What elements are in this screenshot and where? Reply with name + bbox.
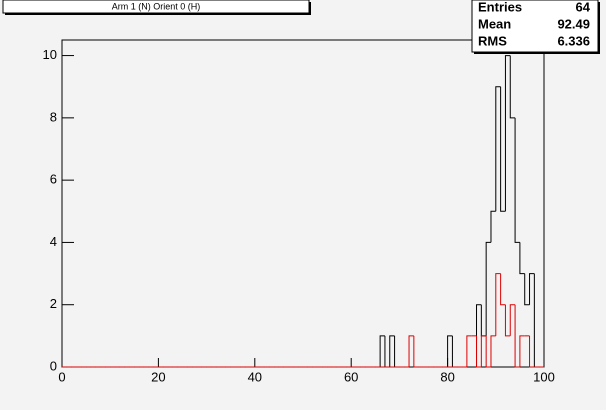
histogram-bin <box>529 335 535 368</box>
histogram-bin <box>519 335 525 367</box>
y-tick-label: 0 <box>50 358 57 373</box>
histogram-bin <box>447 335 453 367</box>
histogram-bin <box>480 335 487 367</box>
y-tick-label: 8 <box>50 109 57 124</box>
stats-label: Mean <box>478 16 511 31</box>
histogram-bin <box>485 335 491 368</box>
chart-title: Arm 1 (N) Orient 0 (H) <box>112 1 201 11</box>
histogram-bin <box>485 241 491 336</box>
stats-label: RMS <box>478 33 507 48</box>
histogram-bin <box>504 304 511 337</box>
x-tick-label: 100 <box>533 369 555 384</box>
histogram-bin <box>509 304 516 336</box>
histogram-bin <box>466 335 472 367</box>
histogram-bin <box>408 335 414 367</box>
histogram-bin <box>490 335 496 367</box>
y-tick-label: 2 <box>50 296 57 311</box>
x-tick-label: 60 <box>344 369 358 384</box>
histogram-bin <box>495 273 501 336</box>
histogram-bin <box>514 304 520 368</box>
x-tick-label: 20 <box>151 369 165 384</box>
histogram-bin <box>504 55 511 212</box>
stats-box <box>471 0 599 53</box>
histogram-bin <box>529 273 535 305</box>
y-tick-label: 10 <box>43 47 57 62</box>
histogram-bin <box>514 117 520 243</box>
title-box <box>2 0 310 14</box>
y-tick-label: 4 <box>50 234 57 249</box>
histogram-bin <box>495 86 501 212</box>
histogram-bin <box>500 273 506 306</box>
histogram-bin <box>476 335 482 368</box>
histogram-bin <box>379 335 385 367</box>
stats-value: 92.49 <box>557 16 590 31</box>
stats-label: Entries <box>478 0 522 14</box>
histogram-bin <box>500 86 506 212</box>
stats-value: 64 <box>576 0 591 14</box>
y-tick-label: 6 <box>50 172 57 187</box>
histogram-bin <box>519 242 525 275</box>
x-tick-label: 0 <box>58 369 65 384</box>
stats-value: 6.336 <box>557 33 590 48</box>
histogram-bin <box>524 273 530 306</box>
histogram-bin <box>389 335 395 367</box>
histogram-bin <box>490 210 496 243</box>
histogram-bin <box>413 335 419 368</box>
plot: 0 20 40 60 80 100 0 2 4 6 8 10 <box>43 47 555 384</box>
histogram-bin <box>509 55 516 119</box>
x-tick-label: 40 <box>248 369 262 384</box>
x-tick-label: 80 <box>440 369 454 384</box>
stats: Entries 64 Mean 92.49 RMS 6.336 <box>478 0 591 48</box>
